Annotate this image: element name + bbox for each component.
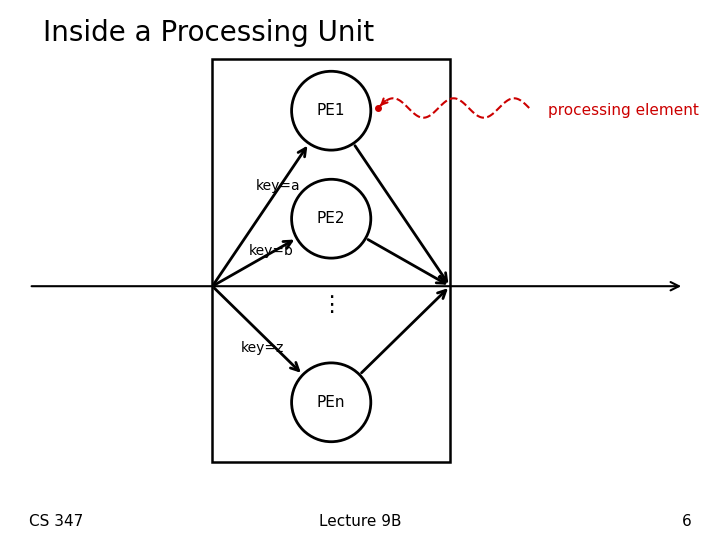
Ellipse shape [292,179,371,258]
Text: PE1: PE1 [317,103,346,118]
Text: processing element: processing element [547,103,698,118]
Text: CS 347: CS 347 [29,514,83,529]
Bar [212,59,450,462]
Text: key=a: key=a [256,179,300,193]
Text: Inside a Processing Unit: Inside a Processing Unit [43,19,374,47]
Text: PEn: PEn [317,395,346,410]
Ellipse shape [292,363,371,442]
Text: Lecture 9B: Lecture 9B [319,514,401,529]
Ellipse shape [292,71,371,150]
Text: PE2: PE2 [317,211,346,226]
Text: ⋮: ⋮ [320,295,342,315]
Text: key=z: key=z [241,341,284,355]
Text: key=b: key=b [248,244,293,258]
Text: 6: 6 [681,514,691,529]
